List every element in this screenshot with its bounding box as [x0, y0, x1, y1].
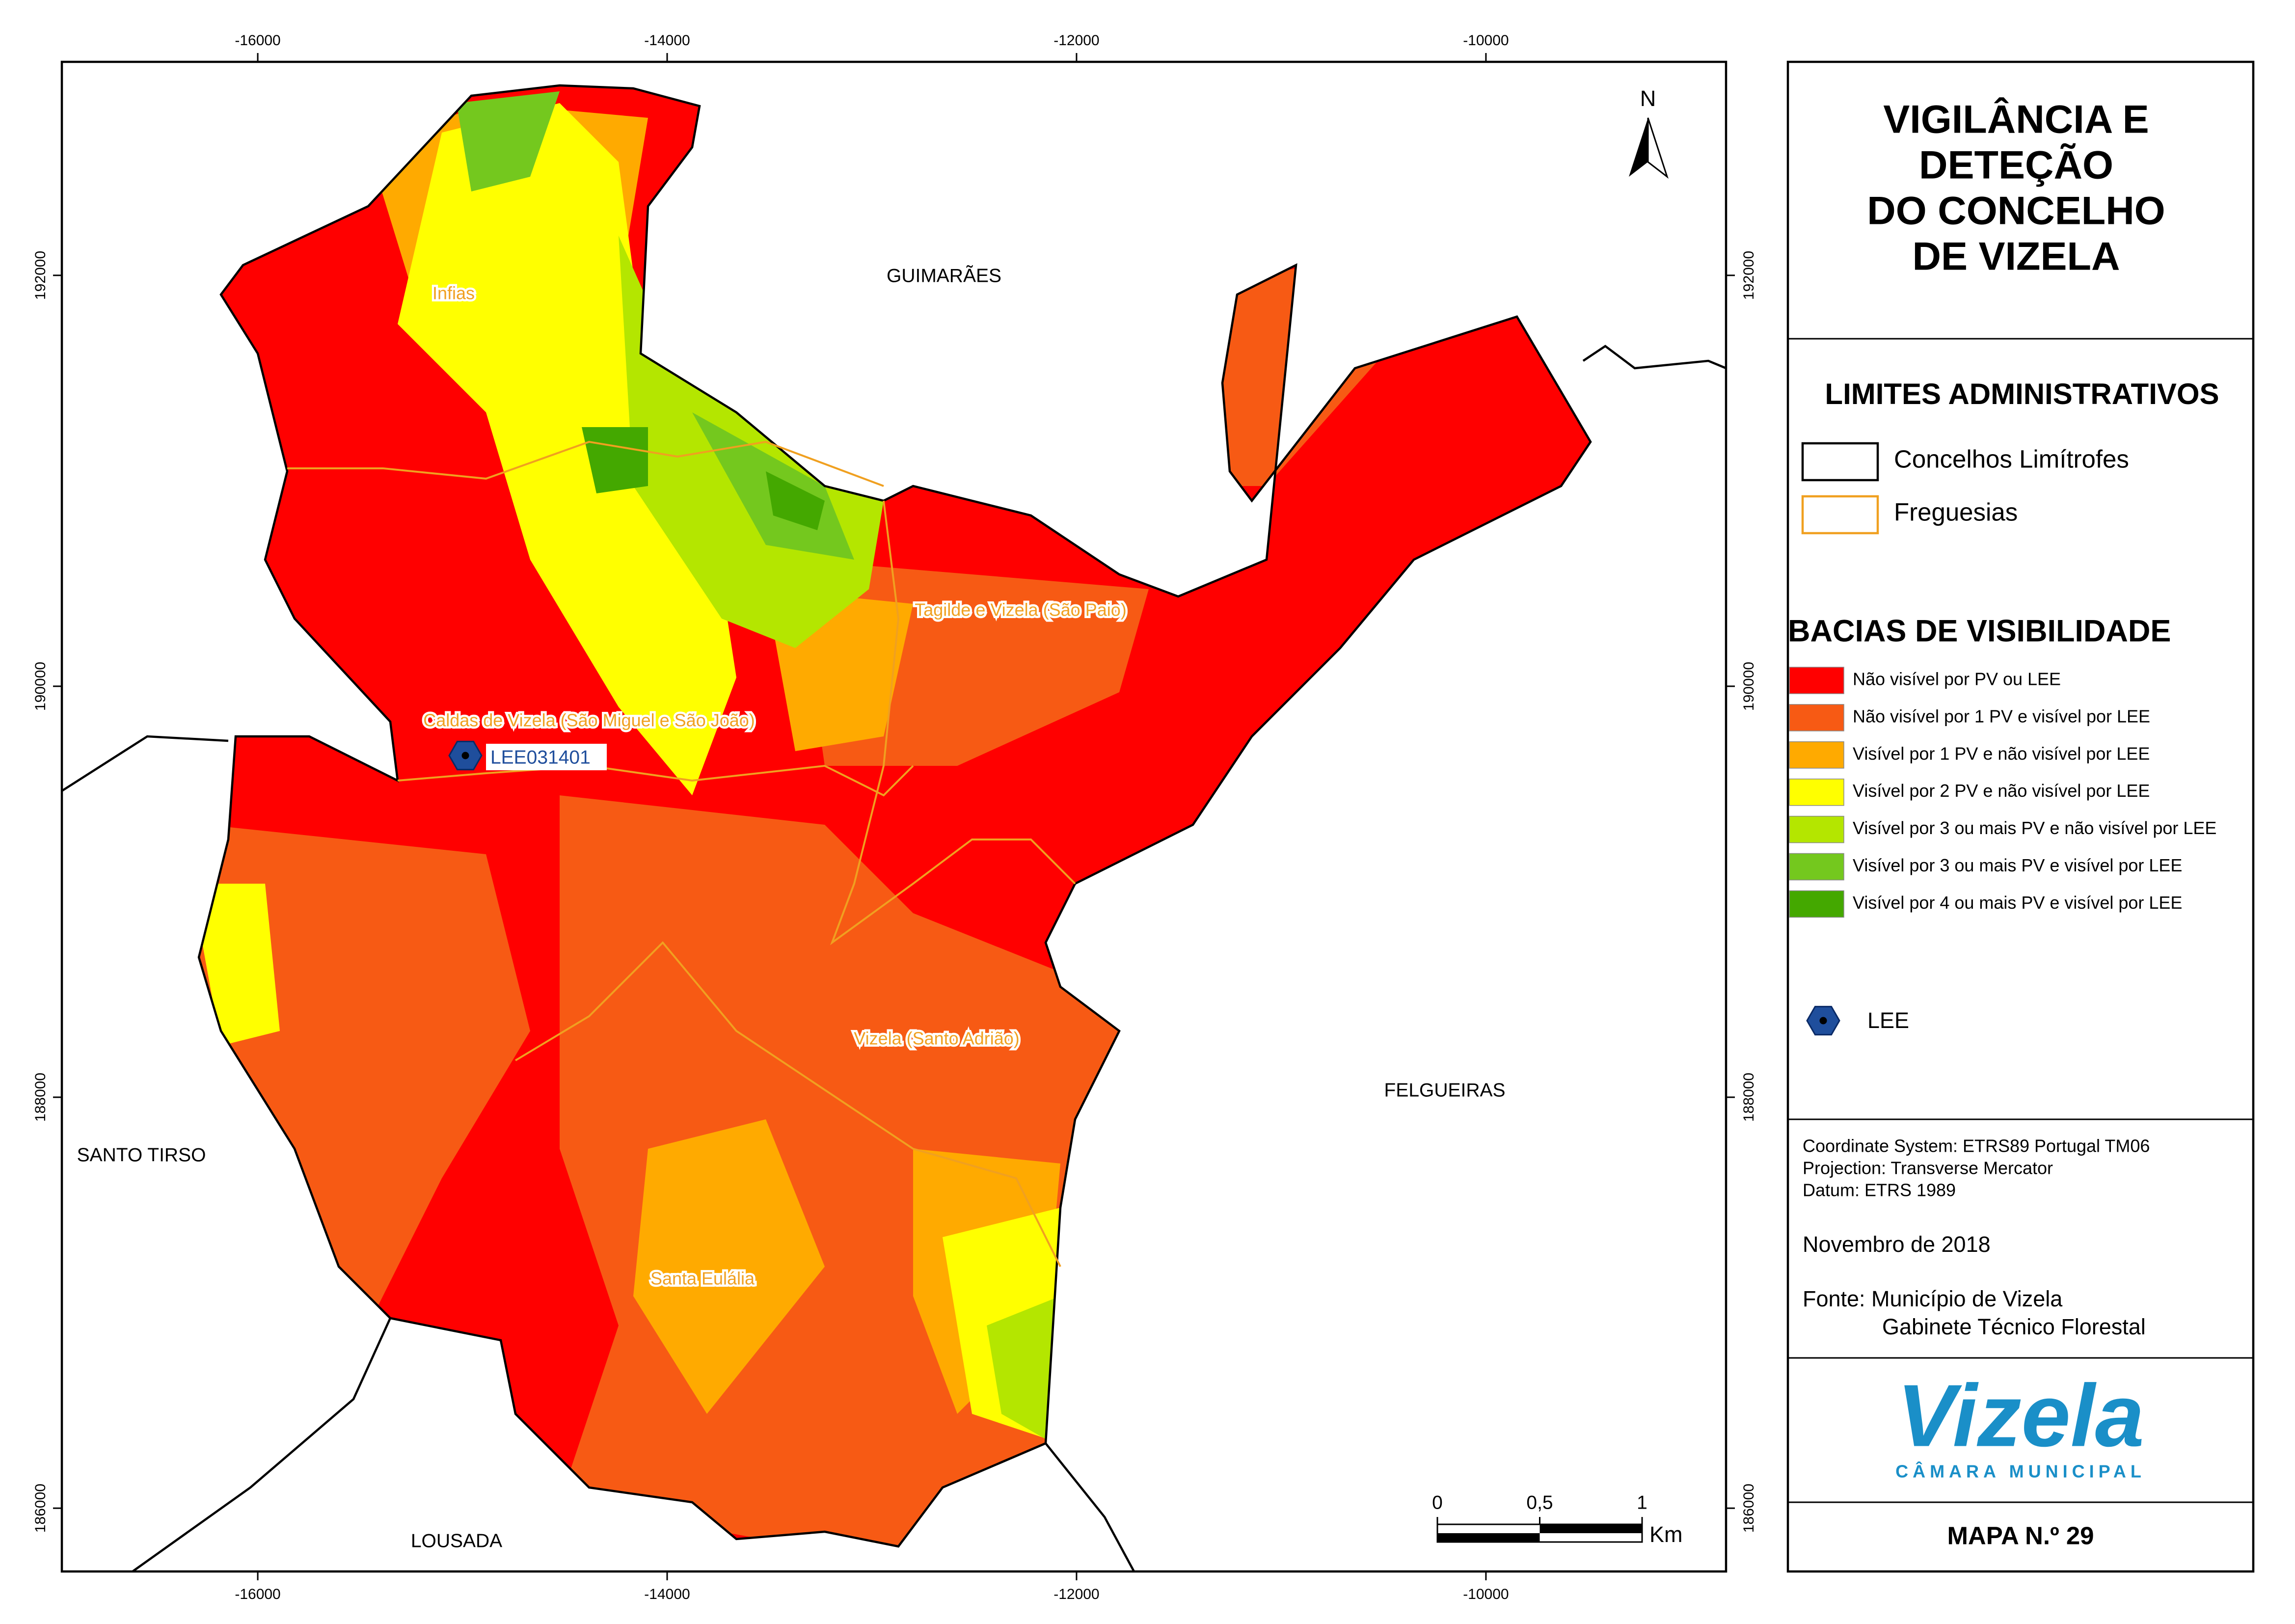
scale-bar-segment: [1539, 1524, 1643, 1533]
legend-heading: LIMITES ADMINISTRATIVOS: [1825, 378, 2219, 410]
legend-swatch: [1789, 667, 1844, 694]
north-label: N: [1640, 86, 1656, 111]
map-title: DO CONCELHO: [1867, 189, 2165, 233]
legend-label: Visível por 3 ou mais PV e não visível p…: [1853, 818, 2216, 838]
info-line: Datum: ETRS 1989: [1803, 1180, 1956, 1200]
panel-dividers: [1788, 338, 2253, 1503]
lee-marker-dot: [461, 752, 469, 759]
north-arrow: [1629, 117, 1669, 179]
legend-label: Visível por 2 PV e não visível por LEE: [1853, 781, 2150, 801]
scale-bar-segment: [1437, 1533, 1540, 1542]
neighbor-label: SANTO TIRSO: [77, 1144, 206, 1165]
legend-swatch: [1789, 778, 1844, 806]
visibility-patch: [633, 1119, 825, 1414]
place-label: Tagilde e Vizela (São Paio): [915, 599, 1126, 620]
place-label: Caldas de Vizela (São Miguel e São João): [423, 710, 755, 730]
scale-bar-label: 0,5: [1526, 1492, 1553, 1513]
x-tick-label: -14000: [644, 32, 690, 49]
logo-subtitle: CÂMARA MUNICIPAL: [1895, 1461, 2146, 1481]
x-tick-label: -10000: [1463, 1586, 1509, 1602]
legend-panel: [1786, 60, 2255, 1573]
legend-swatch: [1789, 741, 1844, 769]
x-tick-label: -12000: [1053, 1586, 1099, 1602]
x-tick-label: -14000: [644, 1586, 690, 1602]
info-line: Coordinate System: ETRS89 Portugal TM06: [1803, 1136, 2150, 1156]
scale-bar-unit: Km: [1649, 1522, 1682, 1547]
neighbor-borders: [61, 345, 1727, 1572]
logo: Vizela: [1897, 1367, 2144, 1465]
x-tick-label: -16000: [235, 1586, 280, 1602]
legend-label: Visível por 3 ou mais PV e visível por L…: [1853, 855, 2182, 875]
info-line: Projection: Transverse Mercator: [1803, 1158, 2053, 1178]
legend-swatch: [1801, 495, 1879, 535]
x-tick-label: -12000: [1053, 32, 1099, 49]
legend-label: Visível por 4 ou mais PV e visível por L…: [1853, 893, 2182, 913]
x-tick-label: -10000: [1463, 32, 1509, 49]
legend-label: Não visível por 1 PV e visível por LEE: [1853, 706, 2150, 726]
map-title: DE VIZELA: [1913, 234, 2120, 278]
legend-label: Visível por 1 PV e não visível por LEE: [1853, 743, 2150, 763]
place-label: Santa Eulália: [650, 1268, 755, 1288]
place-label: Vizela (Santo Adrião): [854, 1028, 1019, 1048]
source: Fonte: Município de Vizela: [1803, 1286, 2063, 1311]
lee-label: LEE031401: [490, 747, 591, 768]
y-tick-label: 192000: [1741, 251, 1757, 300]
y-tick-label: 192000: [32, 251, 49, 300]
y-tick-label: 188000: [32, 1073, 49, 1122]
neighbor-label: GUIMARÃES: [887, 265, 1001, 286]
map-number: MAPA N.º 29: [1947, 1521, 2094, 1549]
lee-label-bg: [486, 743, 607, 770]
legend-lee-dot: [1819, 1017, 1827, 1025]
scale-bar-label: 1: [1637, 1492, 1647, 1513]
municipality-border: [197, 84, 1592, 1548]
legend-label: Freguesias: [1894, 498, 2018, 526]
y-tick-label: 186000: [32, 1484, 49, 1533]
visibility-patch: [987, 1296, 1061, 1443]
legend-swatch: [1789, 890, 1844, 918]
map-title: VIGILÂNCIA E: [1883, 97, 2149, 141]
legend-swatch: [1789, 853, 1844, 881]
visibility-patch: [457, 91, 560, 191]
legend-label: Não visível por PV ou LEE: [1853, 669, 2061, 689]
legend-label: LEE: [1867, 1008, 1909, 1033]
legend-label: Concelhos Limítrofes: [1894, 445, 2129, 473]
parish-borders: [287, 440, 1076, 1267]
neighbor-label: LOUSADA: [411, 1530, 502, 1551]
source: Gabinete Técnico Florestal: [1882, 1314, 2146, 1339]
visibility-patch: [766, 471, 825, 530]
y-tick-label: 188000: [1741, 1073, 1757, 1122]
y-tick-label: 190000: [32, 662, 49, 711]
legend-heading: BACIAS DE VISIBILIDADE: [1788, 614, 2171, 649]
date: Novembro de 2018: [1803, 1232, 1991, 1257]
y-tick-label: 186000: [1741, 1484, 1757, 1533]
neighbor-label: FELGUEIRAS: [1384, 1080, 1506, 1101]
legend-swatch: [1789, 815, 1844, 843]
place-label: Infias: [432, 283, 475, 303]
map-title: DETEÇÃO: [1919, 142, 2113, 187]
legend-swatch: [1801, 442, 1879, 482]
x-tick-label: -16000: [235, 32, 280, 49]
y-tick-label: 190000: [1741, 662, 1757, 711]
scale-bar-label: 0: [1432, 1492, 1443, 1513]
legend-swatch: [1789, 704, 1844, 731]
